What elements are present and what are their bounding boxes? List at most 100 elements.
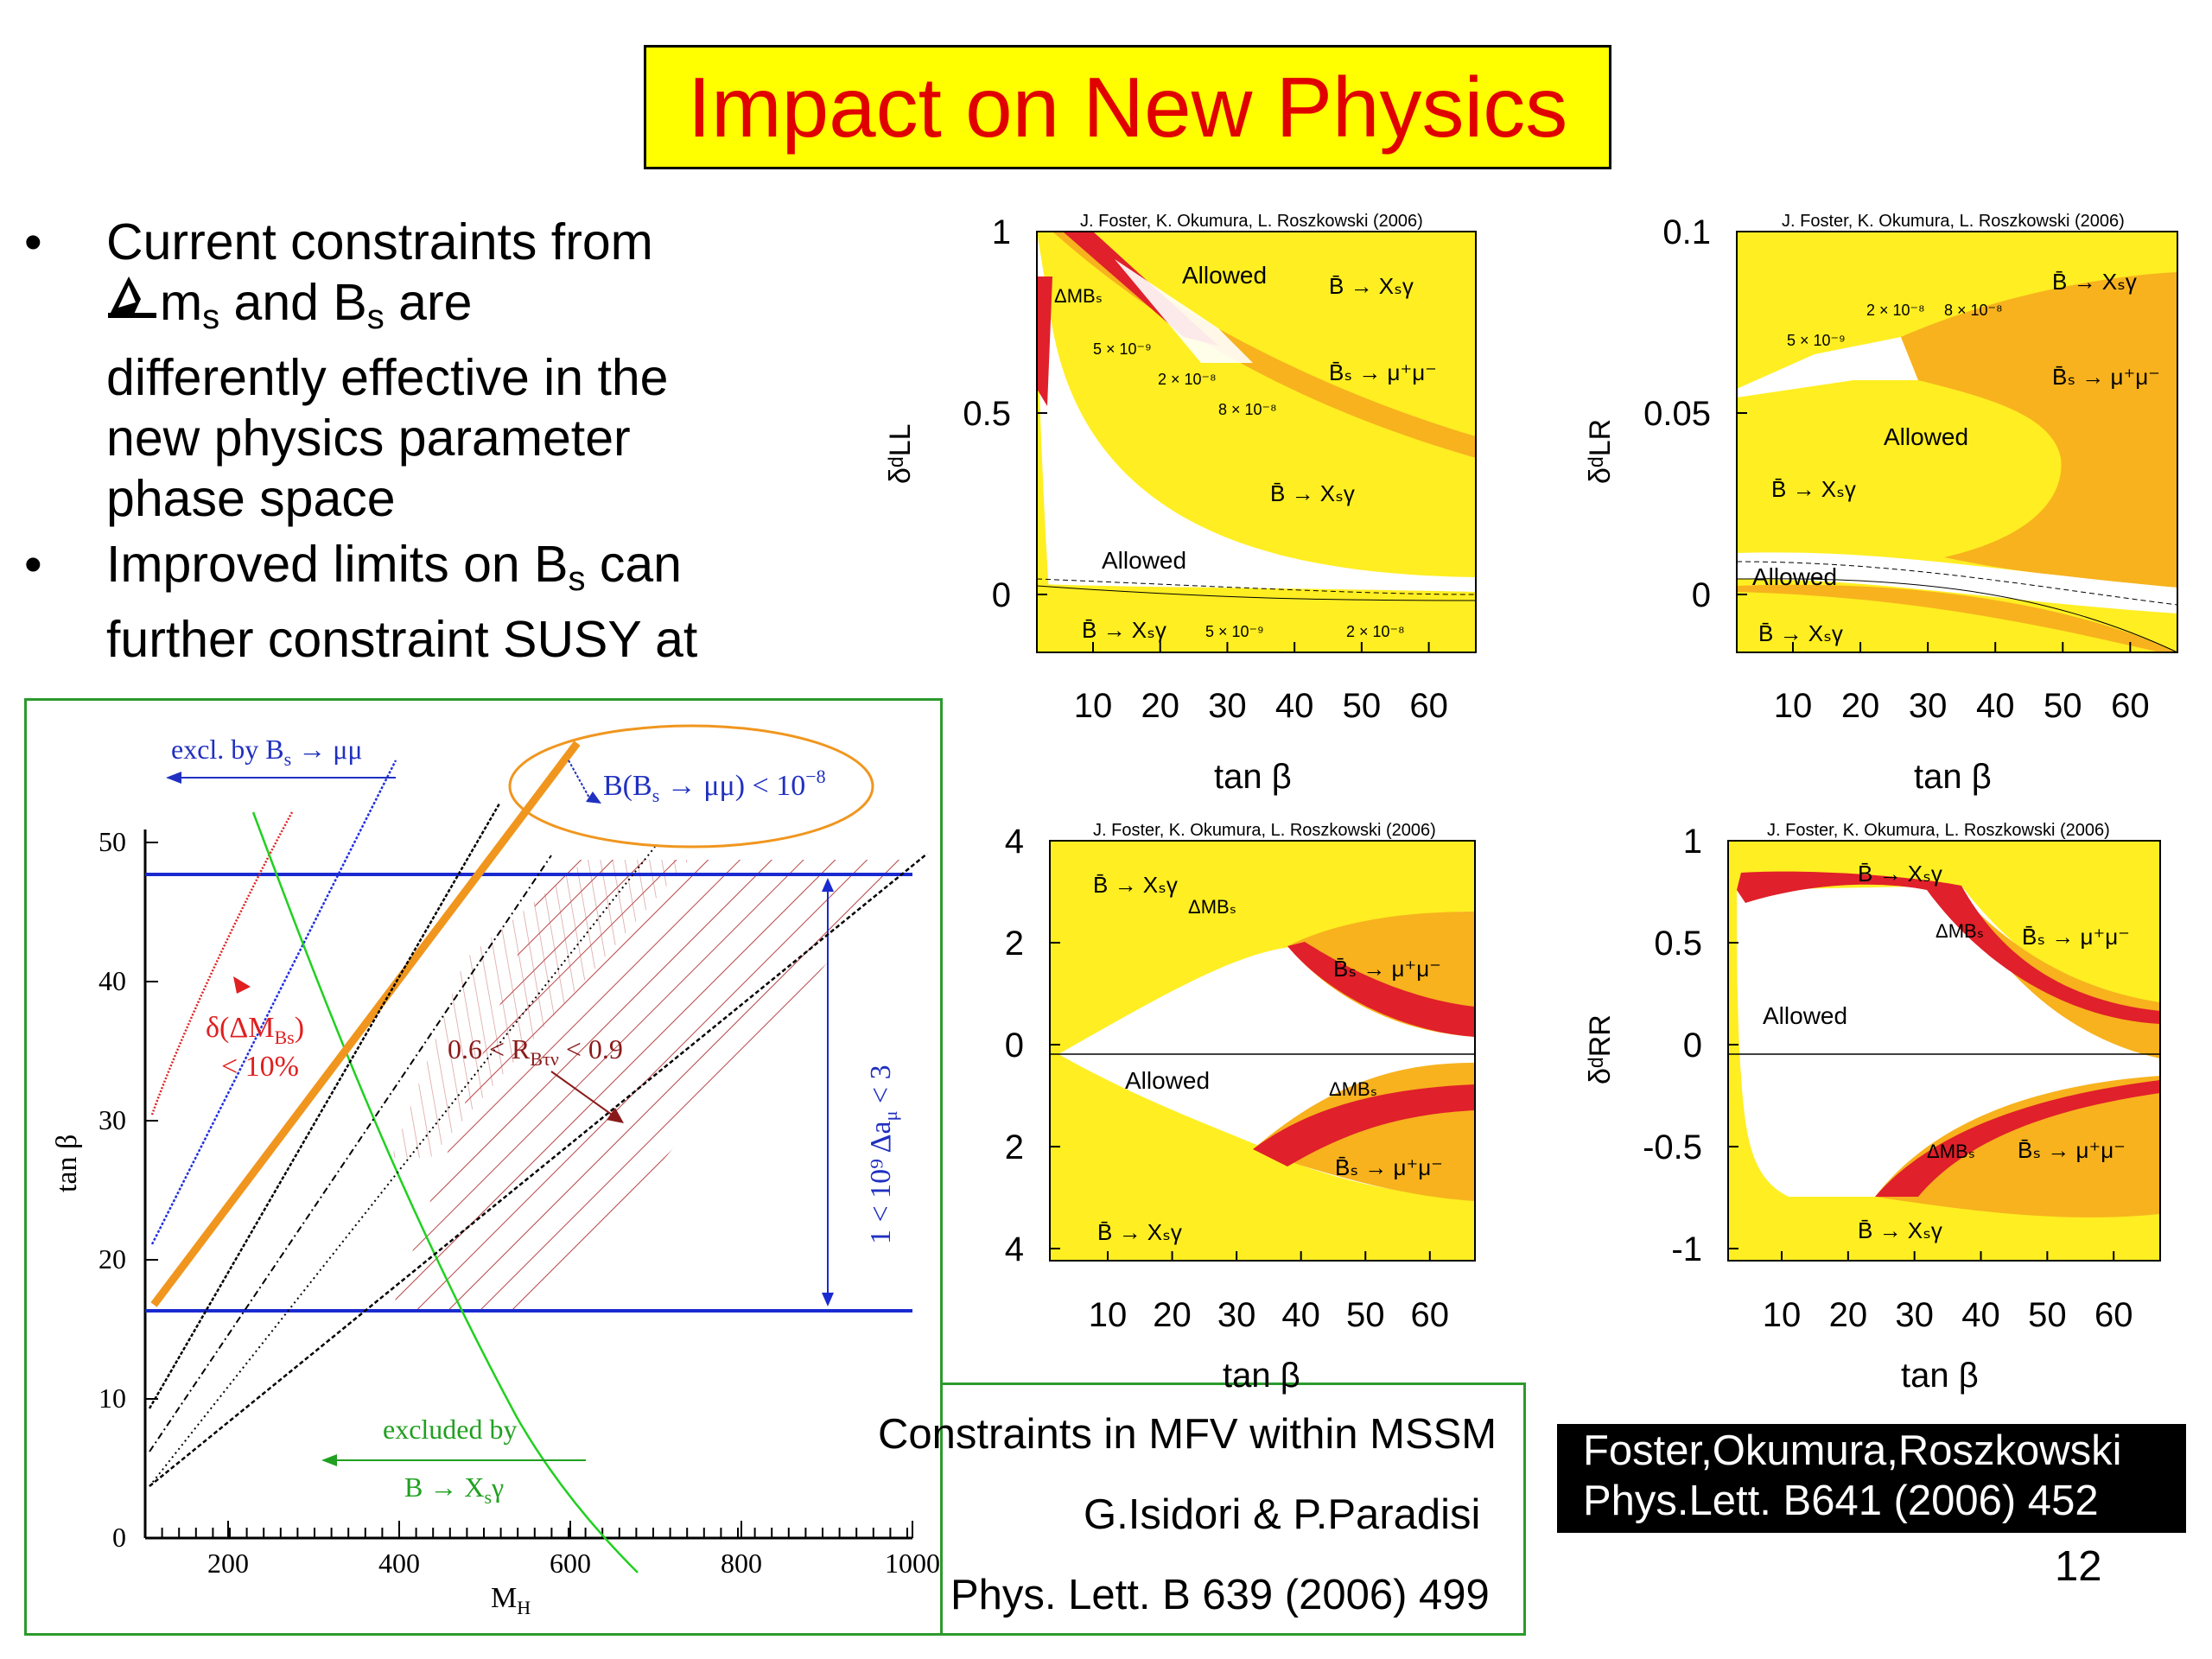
lr-xlabel: tan β [1914, 758, 1992, 796]
label-allowed: Allowed [1125, 1067, 1210, 1094]
text-frag: m [160, 274, 203, 331]
arrow-left-icon [321, 1454, 337, 1466]
x-tick-label: 600 [550, 1548, 591, 1579]
mfv-caption-authors: G.Isidori & P.Paradisi [1084, 1491, 1481, 1538]
x-tick-label: 60 [1409, 687, 1448, 725]
excl-bsg-label-1: excluded by [383, 1414, 518, 1445]
text-frag: s [568, 560, 586, 598]
y-axis-label: tan β [51, 1135, 83, 1192]
label-allowed: Allowed [1884, 423, 1968, 450]
mfv-frame [24, 698, 943, 1636]
credit-ll: J. Foster, K. Okumura, L. Roszkowski (20… [1080, 212, 1423, 231]
panel-delta-lr: J. Foster, K. Okumura, L. Roszkowski (20… [1584, 212, 2178, 796]
mfv-caption-frame [940, 1382, 1526, 1636]
x-tick-label: 50 [1346, 1296, 1385, 1334]
label-bsmumu: B̄ₛ → μ⁺μ⁻ [2018, 1137, 2126, 1163]
x-tick-label: 20 [1153, 1296, 1192, 1334]
y-tick-label: 4 [1005, 1230, 1024, 1268]
credit-lower-left: J. Foster, K. Okumura, L. Roszkowski (20… [1093, 821, 1436, 840]
y-tick-label: 0 [992, 576, 1011, 614]
x-tick-label: 60 [2094, 1296, 2133, 1334]
bullet-dot: • [24, 536, 42, 593]
label-5e-9: 5 × 10⁻⁹ [1787, 332, 1846, 349]
label-bxsg: B̄ → Xₛγ [1097, 1219, 1182, 1245]
black-line-4 [149, 853, 928, 1487]
label-dmbs: ΔMBₛ [1188, 896, 1236, 918]
text-frag: s [202, 298, 220, 336]
y-tick-label: -1 [1671, 1230, 1702, 1268]
x-tick-label: 30 [1217, 1296, 1256, 1334]
x-tick-label: 20 [1141, 687, 1179, 725]
ll-ylabel: δᵈLL [884, 423, 917, 484]
x-tick-label: 800 [721, 1548, 762, 1579]
bullet-1-line-2: ms and Bs are [106, 272, 888, 347]
arrow-icon [233, 976, 251, 994]
dm-label-2: < 10% [221, 1051, 299, 1083]
panel-delta-rr: J. Foster, K. Okumura, L. Roszkowski (20… [1584, 821, 2161, 1395]
panel-lower-left: J. Foster, K. Okumura, L. Roszkowski (20… [1005, 821, 1476, 1395]
amu-label: 1 < 10⁹ Δaμ < 3 [865, 1065, 901, 1244]
y-tick-label: 0 [112, 1522, 126, 1553]
bullet-2: • Improved limits on Bs can further cons… [24, 534, 888, 661]
label-allowed: Allowed [1763, 1002, 1847, 1029]
x-tick-label: 50 [2044, 687, 2082, 725]
label-bxsg: B̄ → Xₛγ [1858, 861, 1942, 887]
x-tick-label: 50 [2028, 1296, 2067, 1334]
label-bxsg: B̄ → Xₛγ [1771, 476, 1856, 502]
bullet-2-line-1: Improved limits on Bs can [106, 534, 888, 609]
x-tick-label: 400 [378, 1548, 420, 1579]
credit-rr: J. Foster, K. Okumura, L. Roszkowski (20… [1767, 821, 2110, 840]
label-dmbs: ΔMBₛ [1936, 920, 1984, 942]
y-tick-label: 30 [99, 1104, 126, 1135]
text-frag: Improved limits on B [106, 536, 569, 593]
y-tick-label: 2 [1005, 1128, 1024, 1166]
x-tick-label: 1000 [885, 1548, 940, 1579]
label-8e-8: 8 × 10⁻⁸ [1218, 401, 1277, 418]
label-5e-9: 5 × 10⁻⁹ [1093, 340, 1152, 358]
black-line-1 [148, 803, 501, 1409]
excl-bs-label: excl. by Bs → μμ [171, 734, 363, 770]
label-allowed: Allowed [1182, 262, 1267, 289]
x-tick-label: 10 [1074, 687, 1113, 725]
lower-left-plot-area [1049, 840, 1476, 1262]
bs-limit-orange-line [150, 741, 581, 1307]
bs-limit-ellipse [508, 724, 874, 849]
broken-delta-glyph-icon [106, 274, 160, 331]
ll-ticks: 1 0.5 0 10 20 30 40 50 60 [963, 213, 1447, 725]
page-number: 12 [2055, 1543, 2102, 1590]
label-8e-8: 8 × 10⁻⁸ [1944, 302, 2003, 319]
credit-lr: J. Foster, K. Okumura, L. Roszkowski (20… [1782, 212, 2125, 231]
y-tick-label: 10 [99, 1382, 126, 1414]
bsg-curve [251, 811, 639, 1573]
label-bxsg: B̄ → Xₛγ [2052, 269, 2137, 295]
y-ticks: 0 10 20 30 40 50 [99, 826, 158, 1553]
rr-ticks: 1 0.5 0 -0.5 -1 10 20 30 40 50 60 [1643, 823, 2133, 1334]
lr-plot-area [1736, 231, 2178, 653]
text-frag: can [585, 536, 682, 593]
label-bsmumu: B̄ₛ → μ⁺μ⁻ [1329, 359, 1437, 385]
bullet-1: • Current constraints from ms and Bs are… [24, 212, 888, 529]
rbtv-dense-hatch [391, 860, 690, 1158]
mfv-plot: 0 10 20 30 40 50 200 400 600 800 1000 B(Bs → μμ) … [51, 724, 940, 1618]
arrow-icon [607, 1108, 624, 1123]
x-tick-label: 50 [1343, 687, 1382, 725]
rr-plot-area [1727, 840, 2161, 1262]
black-line-2 [149, 855, 552, 1452]
y-tick-label: 0.5 [1654, 925, 1702, 963]
label-bxsg: B̄ → Xₛγ [1093, 872, 1178, 898]
label-bsmumu: B̄ₛ → μ⁺μ⁻ [1335, 1154, 1443, 1180]
label-bxsg: B̄ → Xₛγ [1082, 617, 1166, 643]
panel-delta-ll: J. Foster, K. Okumura, L. Roszkowski (20… [884, 212, 1477, 796]
text-frag: are [384, 274, 473, 331]
label-2e-8: 2 × 10⁻⁸ [1866, 302, 1925, 319]
fok-authors: Foster,Okumura,Roszkowski [1583, 1427, 2122, 1474]
bullet-1-line-1: Current constraints from [106, 213, 653, 270]
rr-xlabel: tan β [1901, 1357, 1979, 1395]
bs-limit-label: B(Bs → μμ) < 10−8 [603, 766, 826, 806]
ll-xlabel: tan β [1214, 758, 1292, 796]
label-2e-8: 2 × 10⁻⁸ [1158, 371, 1217, 388]
label-bxsg: B̄ → Xₛγ [1270, 480, 1355, 506]
arrow-left-icon [166, 772, 181, 784]
lower-left-xlabel: tan β [1223, 1357, 1300, 1395]
